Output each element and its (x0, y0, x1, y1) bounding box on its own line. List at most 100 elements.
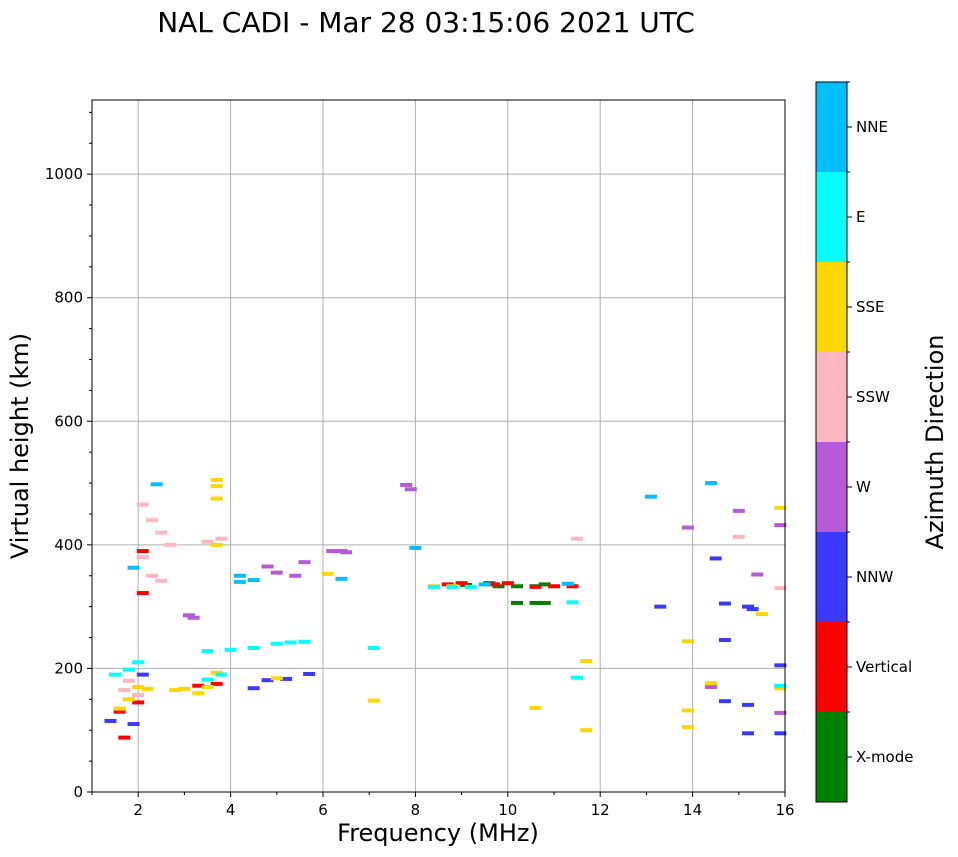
series-sse (113, 477, 787, 733)
data-point (566, 600, 579, 605)
data-point (746, 607, 759, 612)
colorbar-segment (816, 352, 847, 442)
data-point (529, 584, 542, 589)
data-point (187, 615, 200, 620)
plot-grid (92, 100, 786, 793)
data-point (774, 683, 787, 688)
data-point (709, 556, 722, 561)
data-point (183, 613, 196, 618)
x-tick-label: 2 (133, 801, 143, 819)
data-point (580, 728, 593, 733)
data-point (146, 573, 159, 578)
data-point (155, 530, 168, 535)
data-point (538, 582, 551, 587)
data-point (201, 539, 214, 544)
data-point (224, 647, 237, 652)
data-point (247, 646, 260, 651)
data-point (774, 663, 787, 668)
data-point (210, 542, 223, 547)
x-axis-ticks: 2 4 6 8 10 12 14 16 (91, 792, 795, 819)
series-ssw (118, 502, 787, 697)
data-point (751, 572, 764, 577)
data-point (136, 549, 149, 554)
data-point (705, 681, 718, 686)
data-point (122, 667, 135, 672)
data-point (367, 646, 380, 651)
data-point (284, 640, 297, 645)
data-point (742, 702, 755, 707)
data-point (233, 573, 246, 578)
data-point (118, 735, 131, 740)
x-axis-label: Frequency (MHz) (337, 819, 539, 847)
data-point (136, 502, 149, 507)
data-point (261, 678, 274, 683)
x-tick-label: 8 (411, 801, 421, 819)
colorbar-tick-label: X-mode (856, 748, 913, 766)
data-point (681, 708, 694, 713)
data-point (446, 584, 459, 589)
data-point (681, 525, 694, 530)
data-point (164, 542, 177, 547)
data-point (340, 550, 353, 555)
data-point (132, 684, 145, 689)
colorbar-segment (816, 172, 847, 262)
series-w (183, 482, 787, 715)
data-point (326, 549, 339, 554)
y-tick-label: 400 (54, 536, 83, 554)
data-point (132, 700, 145, 705)
data-point (742, 604, 755, 609)
data-point (335, 576, 348, 581)
data-point (122, 678, 135, 683)
data-point (732, 534, 745, 539)
data-point (109, 672, 122, 677)
data-point (141, 686, 154, 691)
data-point (427, 584, 440, 589)
data-point (192, 683, 205, 688)
data-point (150, 482, 163, 487)
data-point (210, 477, 223, 482)
chart-title: NAL CADI - Mar 28 03:15:06 2021 UTC (157, 6, 695, 39)
data-point (127, 565, 140, 570)
data-point (538, 600, 551, 605)
colorbar-segment (816, 532, 847, 622)
data-point (455, 581, 468, 586)
plot-marks (104, 477, 787, 740)
data-point (404, 487, 417, 492)
colorbar-segment (816, 712, 847, 802)
data-point (511, 584, 524, 589)
data-point (409, 545, 422, 550)
x-tick-label: 16 (775, 801, 794, 819)
data-point (303, 671, 316, 676)
data-point (233, 579, 246, 584)
data-point (774, 686, 787, 691)
data-point (215, 672, 228, 677)
plot-frame (91, 99, 786, 793)
y-tick-label: 200 (54, 659, 83, 677)
data-point (298, 560, 311, 565)
data-point (192, 691, 205, 696)
data-point (755, 612, 768, 617)
colorbar-tick-label: W (856, 478, 871, 496)
data-point (215, 536, 228, 541)
data-point (774, 523, 787, 528)
data-point (566, 584, 579, 589)
colorbar-tick-label: Vertical (856, 658, 912, 676)
y-axis-ticks: 0 200 400 600 800 1000 (45, 111, 92, 801)
colorbar-tick-label: SSE (856, 298, 885, 316)
data-point (654, 604, 667, 609)
data-point (261, 564, 274, 569)
data-point (247, 578, 260, 583)
data-point (732, 508, 745, 513)
data-point (774, 586, 787, 591)
data-point (580, 659, 593, 664)
colorbar-label: Azimuth Direction (921, 335, 949, 550)
data-point (280, 676, 293, 681)
data-point (113, 709, 126, 714)
data-point (104, 718, 117, 723)
data-point (136, 555, 149, 560)
data-point (718, 601, 731, 606)
data-point (210, 496, 223, 501)
colorbar-tick-label: NNE (856, 118, 888, 136)
data-point (529, 600, 542, 605)
data-point (136, 591, 149, 596)
